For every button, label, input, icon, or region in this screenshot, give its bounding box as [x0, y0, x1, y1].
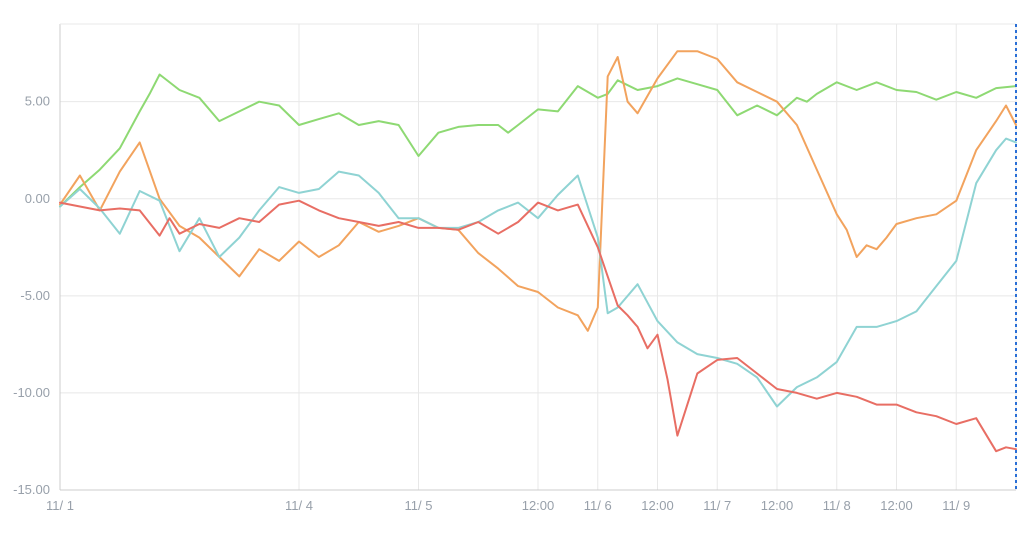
- y-tick-label: 5.00: [25, 94, 50, 109]
- x-tick-label: 11/ 4: [285, 498, 313, 513]
- y-tick-label: 0.00: [25, 191, 50, 206]
- x-tick-label: 12:00: [641, 498, 674, 513]
- y-tick-label: -5.00: [20, 288, 50, 303]
- x-tick-label: 12:00: [761, 498, 794, 513]
- y-tick-label: -10.00: [13, 385, 50, 400]
- x-tick-label: 12:00: [522, 498, 555, 513]
- x-tick-label: 11/ 5: [405, 498, 433, 513]
- chart-svg: -15.00 -10.00 -5.00 0.00 5.00 11/ 1 11/ 4 11/ 5…: [0, 0, 1024, 535]
- x-tick-label: 11/ 1: [46, 498, 74, 513]
- x-tick-label: 12:00: [880, 498, 913, 513]
- x-tick-label: 11/ 8: [823, 498, 851, 513]
- y-tick-label: -15.00: [13, 482, 50, 497]
- x-tick-label: 11/ 6: [584, 498, 612, 513]
- line-chart: -15.00 -10.00 -5.00 0.00 5.00 11/ 1 11/ 4 11/ 5…: [0, 0, 1024, 535]
- x-tick-label: 11/ 9: [942, 498, 970, 513]
- x-tick-label: 11/ 7: [703, 498, 731, 513]
